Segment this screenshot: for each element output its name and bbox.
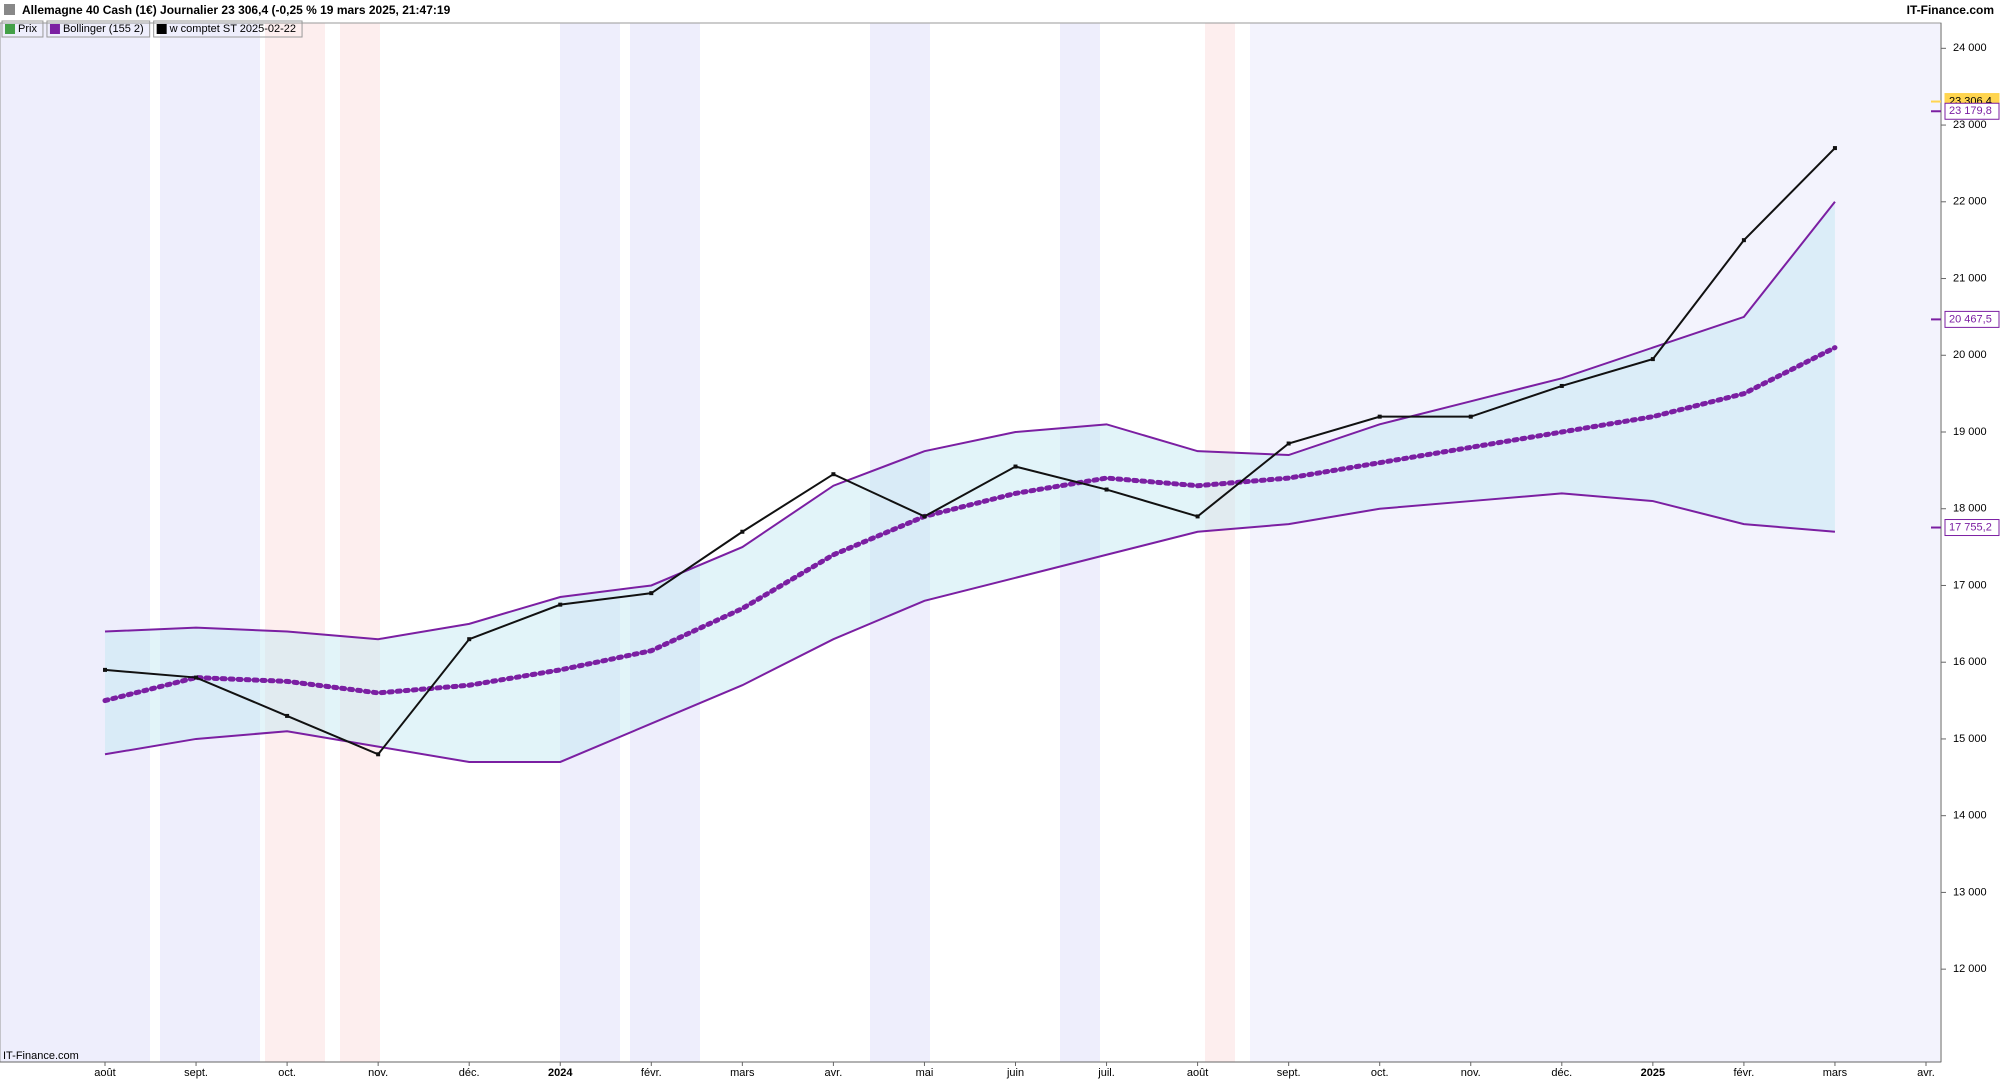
badge-label: 17 755,2 (1949, 521, 1992, 533)
legend: Prix Bollinger (155 2) w comptet ST 2025-0… (1, 20, 303, 38)
legend-box (1, 20, 44, 38)
header-icon (4, 4, 15, 15)
price-point (1741, 238, 1746, 243)
y-tick-label: 23 000 (1953, 119, 1987, 131)
bollinger-upper (104, 201, 1836, 641)
legend-box (46, 20, 151, 38)
legend-box (153, 20, 303, 38)
badge-box (1944, 102, 2000, 120)
price-point (1377, 414, 1382, 419)
price-point (922, 514, 927, 519)
x-tick-label: avr. (825, 1067, 843, 1079)
legend-label: Bollinger (155 2) (63, 23, 144, 35)
chart-title: Allemagne 40 Cash (1€) Journalier 23 306… (22, 3, 451, 17)
x-tick-label: nov. (368, 1067, 388, 1079)
y-tick-label: 24 000 (1953, 42, 1987, 54)
x-tick-label: mai (916, 1067, 934, 1079)
x-tick-label: déc. (1551, 1067, 1572, 1079)
x-tick-label: avr. (1917, 1067, 1935, 1079)
x-tick-label: mars (730, 1067, 755, 1079)
price-point (1104, 487, 1109, 492)
price-point (558, 602, 563, 607)
price-point (649, 591, 654, 596)
price-line (104, 147, 1836, 756)
y-tick-label: 19 000 (1953, 426, 1987, 438)
x-tick-label: sept. (1277, 1067, 1301, 1079)
x-tick-label: août (94, 1067, 115, 1079)
y-tick-label: 13 000 (1953, 886, 1987, 898)
price-point (285, 713, 290, 718)
badge-box (1944, 310, 2000, 328)
price-point (467, 637, 472, 642)
bollinger-fill (105, 201, 1835, 762)
price-point (831, 472, 836, 477)
x-tick-label: oct. (278, 1067, 296, 1079)
price-point (103, 667, 107, 672)
x-tick-label: déc. (459, 1067, 480, 1079)
x-tick-label: oct. (1371, 1067, 1389, 1079)
price-point (1468, 414, 1473, 419)
y-tick-label: 12 000 (1953, 963, 1987, 975)
background-stripes (0, 23, 1940, 1062)
y-tick-label: 16 000 (1953, 656, 1987, 668)
header-bar (0, 0, 2000, 20)
y-tick-label: 14 000 (1953, 810, 1987, 822)
y-tick-label: 20 000 (1953, 349, 1987, 361)
y-tick-label: 22 000 (1953, 196, 1987, 208)
bollinger-lower (104, 492, 1836, 763)
legend-label: w comptet ST 2025-02-22 (169, 23, 296, 35)
y-tick-label: 15 000 (1953, 733, 1987, 745)
x-tick-label: sept. (184, 1067, 208, 1079)
price-point (1832, 146, 1837, 151)
x-tick-label: nov. (1461, 1067, 1481, 1079)
price-point (376, 752, 381, 757)
price-point (1013, 464, 1018, 469)
badge-box (1944, 519, 2000, 537)
price-point (1195, 514, 1200, 519)
x-tick-label: mars (1823, 1067, 1848, 1079)
x-tick-label: juin (1006, 1067, 1024, 1079)
x-tick-label: juil. (1097, 1067, 1115, 1079)
x-tick-label: 2024 (548, 1067, 573, 1079)
x-tick-label: août (1187, 1067, 1208, 1079)
y-tick-label: 18 000 (1953, 503, 1987, 515)
x-tick-label: févr. (1734, 1067, 1755, 1079)
legend-swatch (156, 24, 167, 34)
badge-label: 20 467,5 (1949, 313, 1992, 325)
price-point (1286, 441, 1291, 446)
watermark: IT-Finance.com (3, 1050, 79, 1062)
y-tick-label: 17 000 (1953, 579, 1987, 591)
legend-swatch (5, 24, 15, 34)
bollinger-middle (102, 345, 1838, 704)
price-point (1650, 357, 1655, 362)
y-tick-label: 21 000 (1953, 272, 1987, 284)
price-point (194, 675, 199, 680)
source: IT-Finance.com (1907, 3, 1994, 17)
x-tick-label: 2025 (1641, 1067, 1665, 1079)
legend-label: Prix (18, 23, 37, 35)
price-point (740, 529, 745, 534)
legend-swatch (49, 24, 60, 34)
x-tick-label: févr. (641, 1067, 662, 1079)
badge-label: 23 179,8 (1949, 105, 1992, 117)
price-point (1559, 383, 1564, 388)
